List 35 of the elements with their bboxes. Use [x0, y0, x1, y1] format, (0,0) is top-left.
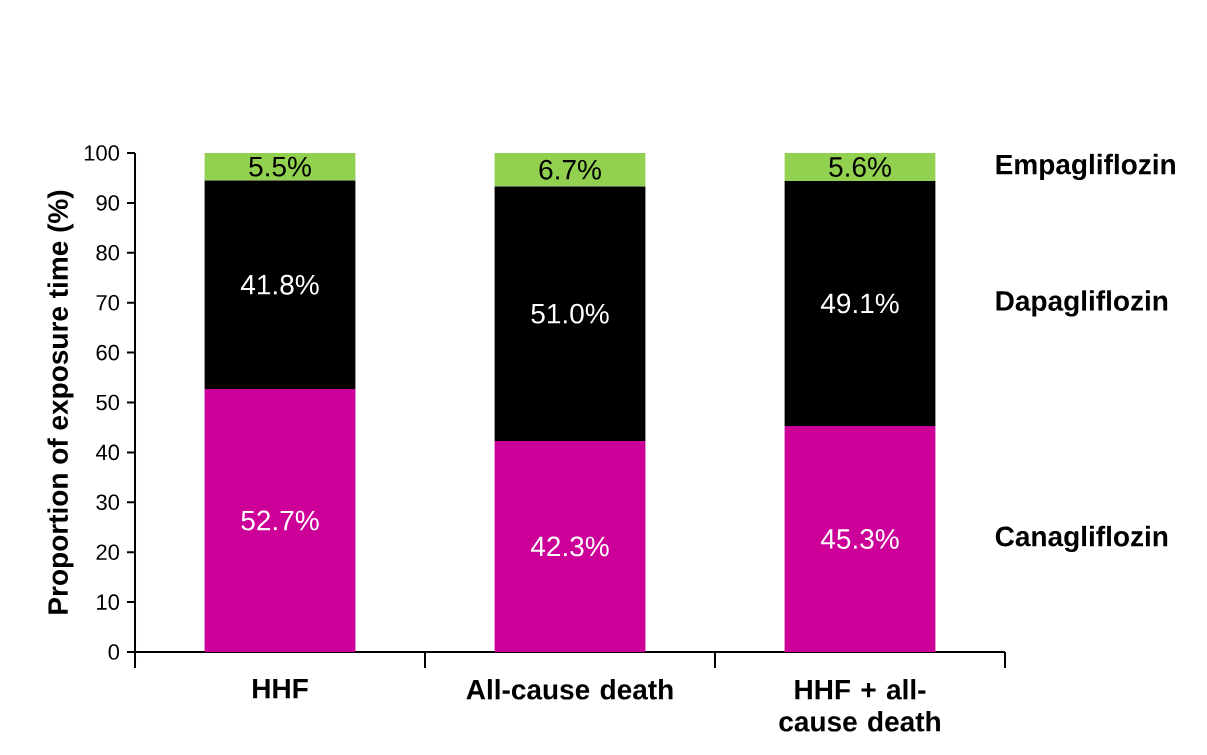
- y-tick-label: 10: [97, 594, 120, 610]
- data-label: 6.7%: [539, 159, 601, 180]
- y-tick-label: 60: [96, 344, 120, 361]
- bar: [784, 180, 936, 426]
- data-label: 49.1%: [820, 293, 899, 314]
- y-tick-label: 80: [96, 245, 120, 261]
- bar: [494, 152, 646, 187]
- bar: [784, 152, 936, 181]
- y-tick-label: 30: [96, 494, 120, 511]
- y-tick-label: 0: [108, 644, 120, 660]
- x-tick-label: HHF: [253, 679, 308, 699]
- bar: [784, 425, 936, 652]
- y-tick-label: 40: [95, 444, 120, 461]
- text: Canagliflozin: [995, 525, 1168, 553]
- x-tick-label: All-cause death: [466, 679, 673, 700]
- x-tick-label: HHF + all-cause death: [779, 679, 940, 732]
- y-tick-label: 90: [96, 195, 120, 211]
- y-axis-title: Proportion of exposure time (%): [47, 190, 74, 614]
- bar: [494, 186, 646, 441]
- data-label: 41.8%: [240, 274, 319, 295]
- text: Dapagliflozin: [996, 290, 1168, 317]
- data-label: 5.6%: [829, 157, 891, 177]
- y-tick-label: 50: [96, 394, 120, 411]
- bar: [204, 180, 356, 390]
- data-label: 52.7%: [241, 510, 319, 531]
- y-tick-label: 70: [96, 294, 120, 311]
- data-label: 5.5%: [249, 156, 311, 177]
- data-label: 42.3%: [530, 536, 609, 557]
- data-label: 51.0%: [531, 303, 609, 324]
- y-tick-label: 20: [96, 544, 120, 560]
- text: Empagliflozin: [996, 153, 1175, 181]
- data-label: 45.3%: [820, 529, 899, 549]
- bar: [494, 440, 646, 652]
- y-tick-label: 100: [84, 145, 120, 161]
- bar: [204, 389, 356, 652]
